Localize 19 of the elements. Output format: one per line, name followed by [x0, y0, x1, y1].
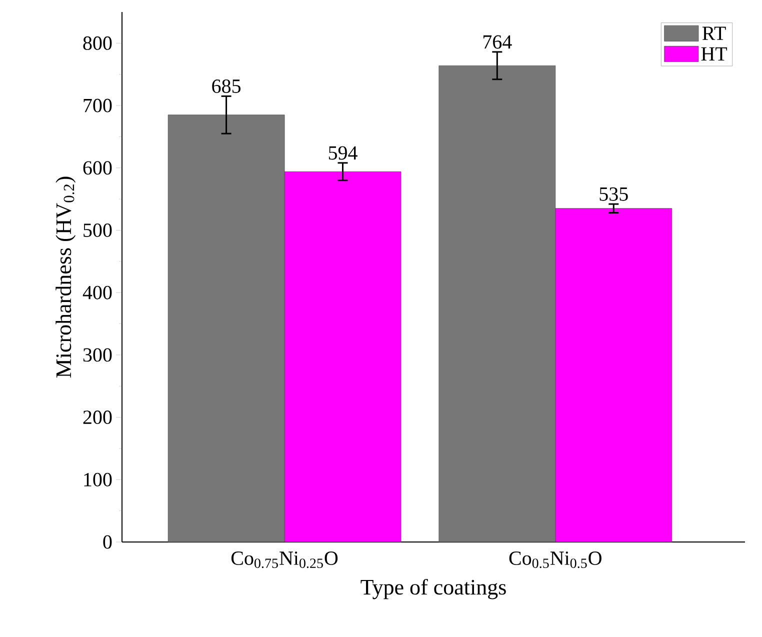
y-tick-label: 300 [83, 348, 112, 362]
y-tick-label: 800 [83, 36, 112, 50]
data-label: 535 [600, 187, 628, 201]
legend-label: RT [702, 26, 726, 40]
data-label: 685 [212, 79, 241, 93]
y-tick-label: 200 [83, 410, 112, 424]
x-tick-label: Co$_{0.5}$Ni$_{0.5}$O [509, 552, 602, 568]
y-axis-title: Microhardness (HV$_{0.2}$) [56, 176, 76, 378]
x-axis-title: Type of coatings [360, 578, 506, 600]
data-label: 594 [328, 146, 358, 160]
y-tick-label: 400 [82, 286, 112, 300]
y-tick-label: 700 [84, 98, 112, 112]
legend-label: HT [701, 47, 728, 60]
y-tick-label: 0 [103, 535, 112, 549]
x-tick-label: Co$_{0.75}$Ni$_{0.25}$O [231, 552, 338, 568]
data-label: 764 [483, 35, 512, 49]
y-tick-label: 600 [83, 161, 112, 175]
y-tick-label: 100 [84, 472, 112, 486]
y-tick-label: 500 [84, 223, 112, 237]
